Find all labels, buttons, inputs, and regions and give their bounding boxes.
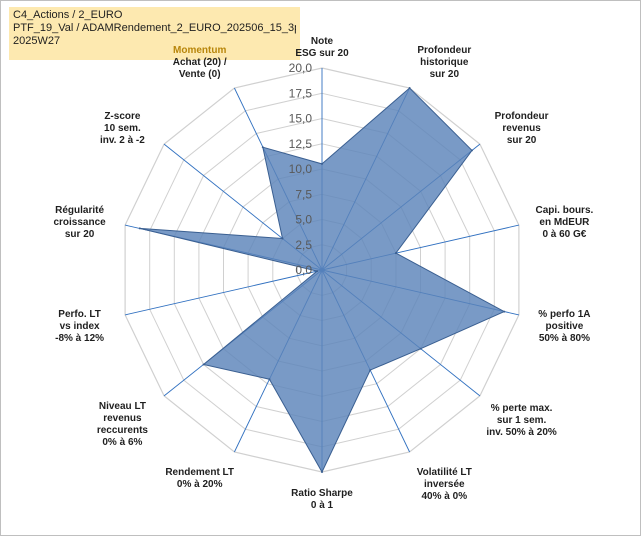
axis-label: % perte max. sur 1 sem. inv. 50% à 20% <box>486 403 557 438</box>
tick-label: 7,5 <box>295 187 312 201</box>
axis-label: Profondeur historique sur 20 <box>417 45 471 80</box>
axis-label: Profondeur revenus sur 20 <box>495 111 549 146</box>
radar-series <box>138 87 506 474</box>
tick-label: 2,5 <box>295 238 312 252</box>
axis-label: Volatilité LT inversée 40% à 0% <box>417 467 472 502</box>
axis-label: Régularité croissance sur 20 <box>53 205 106 240</box>
tick-label: 5,0 <box>295 213 312 227</box>
series-point <box>202 363 205 366</box>
series-point <box>321 471 323 473</box>
tick-label: 0,0 <box>295 263 312 277</box>
series-point <box>471 149 473 152</box>
series-point <box>316 270 319 273</box>
series-point <box>321 162 323 165</box>
series-point <box>503 310 506 313</box>
axis-label: Ratio Sharpe 0 à 1 <box>291 488 353 511</box>
axis-label: Momentum Achat (20) / Vente (0) <box>173 45 227 80</box>
axis-label: % perfo 1A positive 50% à 80% <box>538 309 590 344</box>
axis-label: Perfo. LT vs index -8% à 12% <box>55 309 104 344</box>
tick-label: 17,5 <box>289 86 313 100</box>
radar-tick-labels: 0,0 2,5 5,0 7,5 10,0 12,5 15,0 17,5 20,0 <box>289 61 313 277</box>
series-point <box>408 87 411 89</box>
axis-label: Note ESG sur 20 <box>295 36 349 59</box>
tick-label: 10,0 <box>289 162 313 176</box>
axis-label: Niveau LT revenus reccurents 0% à 6% <box>97 401 149 448</box>
series-point <box>268 378 271 381</box>
tick-label: 15,0 <box>289 112 313 126</box>
header-line-3: 2025W27 <box>13 35 61 47</box>
axis-spoke <box>124 269 323 316</box>
tick-label: 12,5 <box>289 137 313 151</box>
header-line-1: C4_Actions / 2_EURO <box>13 9 123 21</box>
series-point <box>281 237 284 240</box>
series-point <box>138 227 141 230</box>
header-line-2: PTF_19_Val / ADAMRendement_2_EURO_202506… <box>13 22 296 34</box>
axis-label: Rendement LT 0% à 20% <box>165 467 234 490</box>
chart-header: C4_Actions / 2_EURO PTF_19_Val / ADAMRen… <box>9 7 300 60</box>
series-point <box>394 252 397 255</box>
axis-label: Capi. bours. en MdEUR 0 à 60 G€ <box>536 205 594 240</box>
tick-label: 20,0 <box>289 61 313 75</box>
series-point <box>419 347 422 350</box>
series-point <box>261 146 264 149</box>
axis-label: Z-score 10 sem. inv. 2 à -2 <box>100 111 145 146</box>
series-point <box>369 369 372 372</box>
radar-axis-labels: Note ESG sur 20 Profondeur historique sur 20… <box>53 36 593 511</box>
